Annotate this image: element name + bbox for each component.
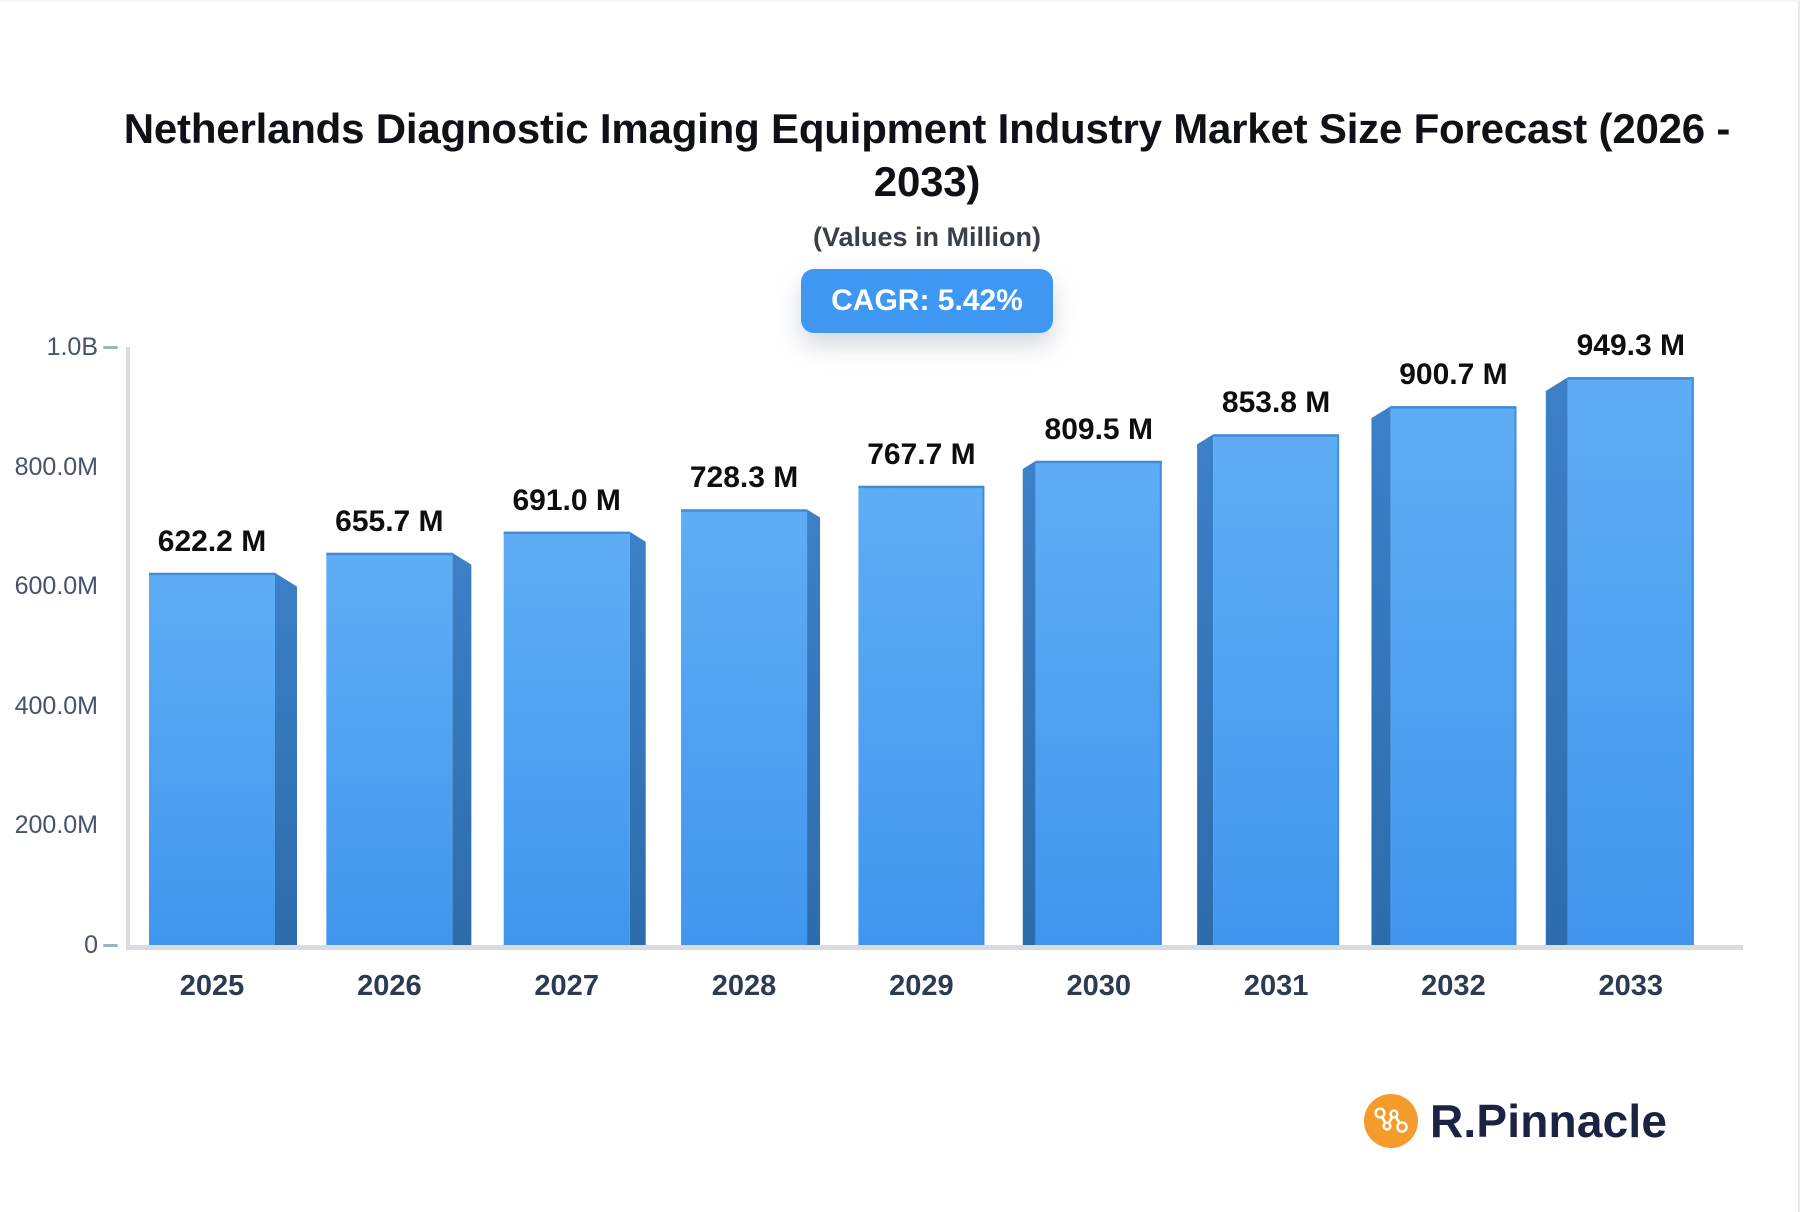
bar-3d-side xyxy=(807,509,821,945)
bar-3d-side xyxy=(275,572,297,945)
x-axis-label: 2031 xyxy=(1243,970,1309,1002)
x-axis-label: 2026 xyxy=(357,970,422,1002)
y-axis-label: 1.0B xyxy=(46,333,98,361)
x-axis-label: 2029 xyxy=(889,970,954,1002)
bar-value-label: 809.5 M xyxy=(1044,412,1153,446)
x-axis-label: 2028 xyxy=(711,970,777,1002)
bar xyxy=(681,509,808,945)
brand-logo: R.Pinnacle xyxy=(1364,1094,1667,1148)
y-axis-tick xyxy=(103,345,118,349)
line-chart-icon xyxy=(1364,1094,1418,1148)
bar-value-label: 900.7 M xyxy=(1399,358,1508,392)
x-axis-label: 2027 xyxy=(534,970,599,1002)
y-axis-label: 0 xyxy=(84,931,98,959)
cagr-badge: CAGR: 5.42% xyxy=(801,269,1053,333)
bar xyxy=(326,552,453,945)
chart-title-line1: Netherlands Diagnostic Imaging Equipment… xyxy=(123,105,1731,152)
chart-subtitle: (Values in Million) xyxy=(812,222,1042,252)
bar-value-label: 767.7 M xyxy=(867,437,976,471)
bar-value-label: 691.0 M xyxy=(512,483,621,517)
bar-value-label: 655.7 M xyxy=(335,504,444,538)
y-axis-label: 800.0M xyxy=(14,452,98,481)
bar-value-label: 949.3 M xyxy=(1576,329,1685,363)
brand-logo-text: R.Pinnacle xyxy=(1430,1095,1668,1147)
bar-3d-side xyxy=(629,531,646,945)
bar xyxy=(1390,406,1517,945)
y-axis-label: 400.0M xyxy=(14,691,98,720)
bar xyxy=(1213,434,1340,945)
x-axis-line xyxy=(126,945,1743,950)
bar xyxy=(858,485,985,945)
bar xyxy=(1035,460,1162,945)
bar xyxy=(503,531,630,945)
x-axis-label: 2030 xyxy=(1066,970,1132,1002)
bar-3d-side xyxy=(1545,377,1568,945)
y-axis-line xyxy=(126,347,130,950)
x-axis-label: 2033 xyxy=(1598,970,1664,1002)
y-axis-tick xyxy=(103,943,118,947)
x-axis-label: 2025 xyxy=(179,970,245,1002)
bar-3d-side xyxy=(1022,460,1036,945)
chart-header: Netherlands Diagnostic Imaging Equipment… xyxy=(56,102,1798,333)
y-axis-label: 600.0M xyxy=(14,572,98,601)
x-axis-label: 2032 xyxy=(1421,970,1486,1002)
bar-value-label: 622.2 M xyxy=(157,524,267,558)
bar-3d-side xyxy=(1197,434,1214,945)
bar-3d-side xyxy=(452,552,472,945)
y-axis-label: 200.0M xyxy=(14,811,98,840)
bar xyxy=(1567,377,1694,945)
bar xyxy=(149,572,275,945)
chart-title-line2: 2033) xyxy=(873,158,981,205)
bar-3d-side xyxy=(1371,406,1391,945)
bar-value-label: 853.8 M xyxy=(1221,386,1331,420)
bar-value-label: 728.3 M xyxy=(689,461,799,495)
chart-title: Netherlands Diagnostic Imaging Equipment… xyxy=(56,102,1798,208)
